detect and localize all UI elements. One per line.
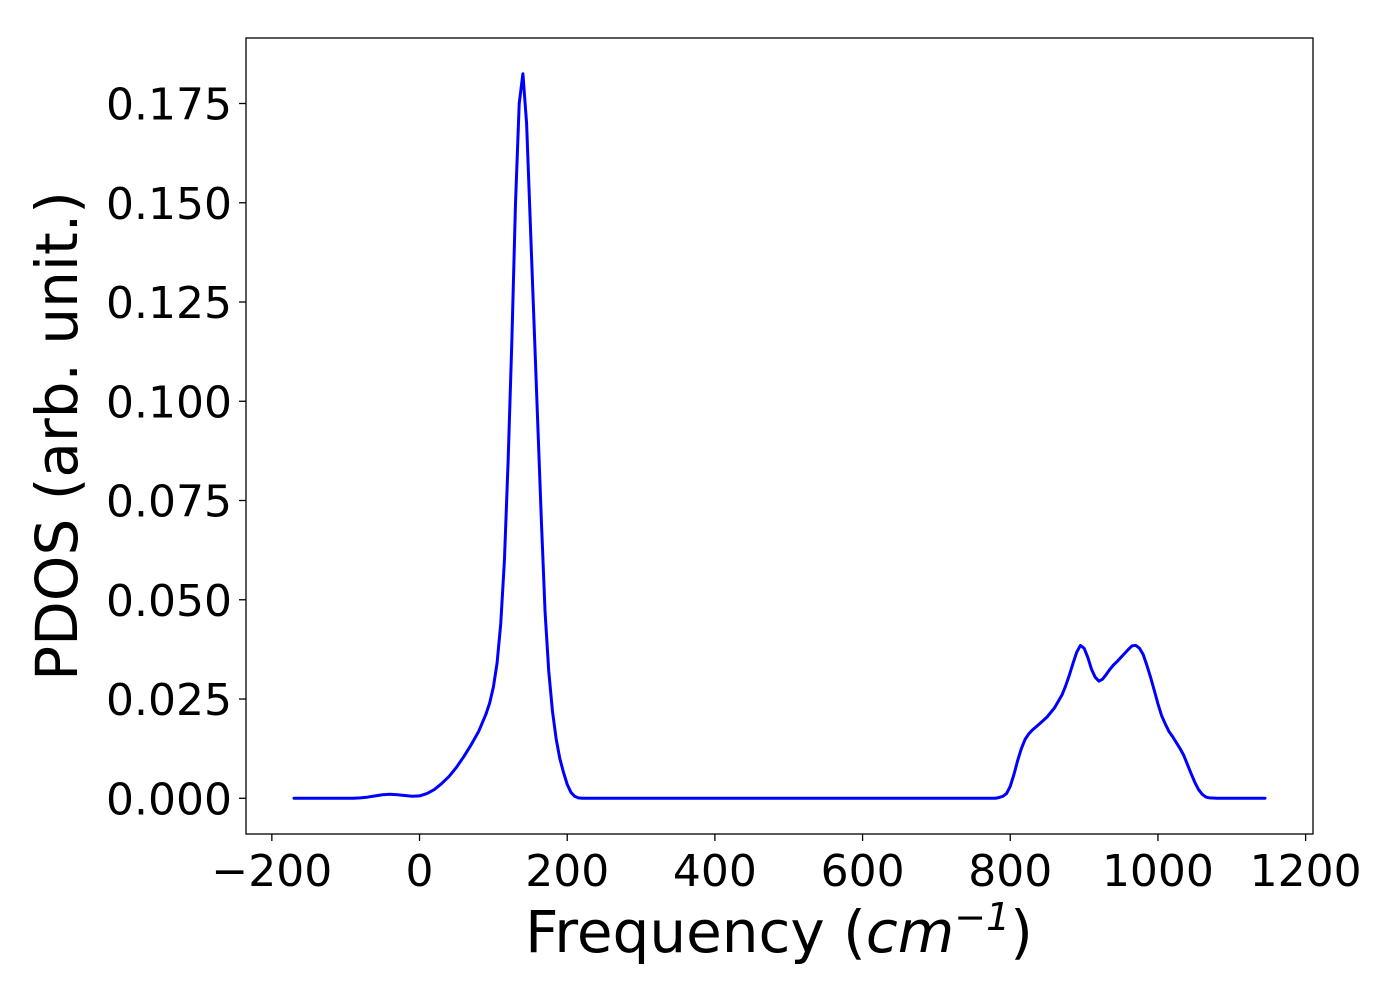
y-tick-label: 0.000 <box>106 774 232 825</box>
y-tick-label: 0.125 <box>106 278 232 329</box>
y-tick-label: 0.175 <box>106 80 232 131</box>
x-tick-label: 1200 <box>1250 846 1362 897</box>
x-tick-label: 0 <box>406 846 434 897</box>
pdos-series-line <box>292 72 1267 800</box>
y-tick-label: 0.075 <box>106 477 232 528</box>
y-tick-label: 0.150 <box>106 179 232 230</box>
plot-area <box>246 38 1313 834</box>
x-axis-ticks: −200 0 200 400 600 800 1000 1200 <box>211 834 1362 897</box>
y-tick-label: 0.025 <box>106 675 232 726</box>
axes-frame <box>245 37 1314 835</box>
y-axis-ticks: 0.000 0.025 0.050 0.075 0.100 0.125 0.150 0.175 <box>106 80 246 825</box>
y-tick-label: 0.100 <box>106 377 232 428</box>
x-tick-label: 400 <box>673 846 757 897</box>
y-axis-label: PDOS (arb. unit.) <box>23 191 91 681</box>
x-tick-label: 600 <box>821 846 905 897</box>
x-tick-label: −200 <box>211 846 332 897</box>
x-tick-label: 200 <box>525 846 609 897</box>
y-tick-label: 0.050 <box>106 576 232 627</box>
x-axis-label: Frequency (cm−1) <box>525 895 1033 966</box>
x-tick-label: 1000 <box>1102 846 1214 897</box>
x-tick-label: 800 <box>968 846 1052 897</box>
